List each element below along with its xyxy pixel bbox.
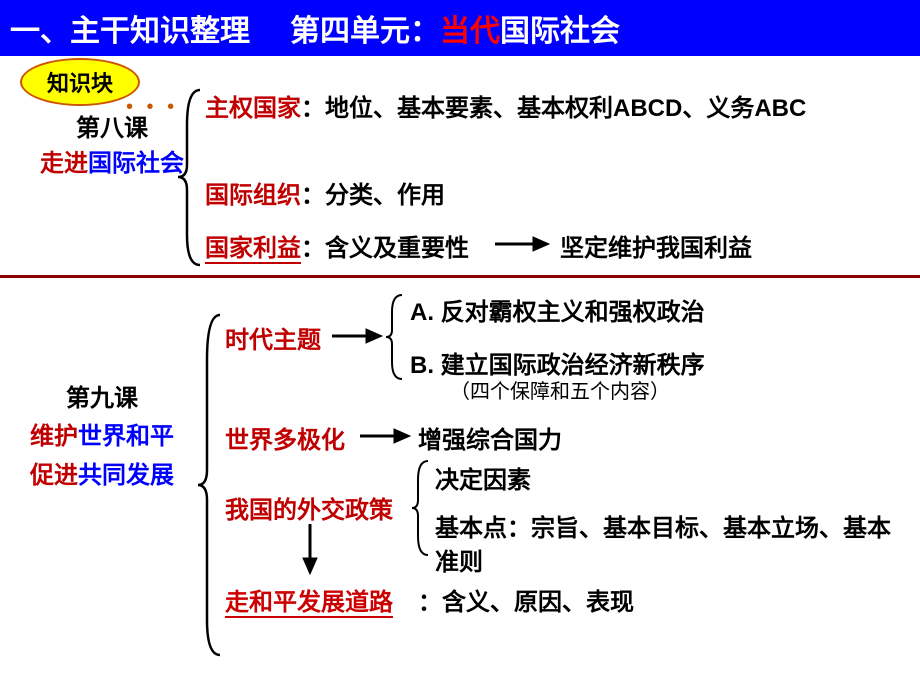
lesson9-line3: 促进共同发展 [30, 457, 174, 495]
lesson9-l3-red: 促进 [30, 462, 78, 489]
lesson9-l2-blue: 世界和平 [78, 423, 174, 450]
s9-topic4-label: 走和平发展道路 [225, 589, 393, 618]
s9-topic3-a: 决定因素 [435, 460, 531, 495]
arrow-s9-t2 [358, 426, 413, 446]
page-header: 一、主干知识整理 第四单元： 当代 国际社会 [0, 0, 920, 56]
lesson9-l3-blue: 共同发展 [78, 462, 174, 489]
badge-text: 知识块 [47, 66, 113, 98]
brace-lesson8 [175, 85, 205, 270]
brace-topic3 [410, 458, 432, 558]
lesson8-blue: 国际社会 [88, 150, 184, 177]
s9-topic1-a: A. 反对霸权主义和强权政治 [410, 292, 705, 327]
lesson8-line2: 走进国际社会 [40, 143, 184, 178]
arrow-s9-t1 [330, 326, 385, 346]
s9-topic1: 时代主题 [225, 320, 321, 355]
header-part1: 一、主干知识整理 [10, 6, 250, 50]
s9-topic1-note: （四个保障和五个内容） [450, 375, 670, 404]
lesson9-line1: 第九课 [30, 380, 174, 418]
s8-item1-text: ：地位、基本要素、基本权利ABCD、义务ABC [301, 95, 806, 122]
s8-item2-label: 国际组织 [205, 182, 301, 209]
section-divider [0, 275, 920, 278]
lesson8-line1: 第八课 [40, 108, 184, 143]
s8-item1: 主权国家：地位、基本要素、基本权利ABCD、义务ABC [205, 88, 905, 123]
brace-topic1 [384, 292, 406, 382]
s8-item3-label: 国家利益 [205, 235, 301, 264]
s8-item2: 国际组织：分类、作用 [205, 175, 445, 210]
arrow-down-s9 [300, 522, 320, 577]
s9-topic2: 世界多极化 [225, 420, 345, 455]
s8-item1-label: 主权国家 [205, 95, 301, 122]
lesson8-red: 走进 [40, 150, 88, 177]
s8-item3: 国家利益：含义及重要性 [205, 228, 469, 263]
lesson9-title: 第九课 维护世界和平 促进共同发展 [30, 380, 174, 495]
lesson9-line2: 维护世界和平 [30, 418, 174, 456]
header-part2-post: 国际社会 [500, 6, 620, 50]
s9-topic4: 走和平发展道路 [225, 582, 393, 617]
s9-topic3-b: 基本点：宗旨、基本目标、基本立场、基本准则 [435, 512, 895, 579]
header-part2-pre: 第四单元： [290, 6, 440, 50]
s9-topic4-text: ：含义、原因、表现 [418, 582, 634, 617]
s9-topic2-text: 增强综合国力 [418, 420, 562, 455]
brace-lesson9 [195, 310, 225, 660]
s8-item3-result: 坚定维护我国利益 [560, 228, 752, 263]
knowledge-badge: 知识块 [20, 58, 140, 106]
s9-topic3: 我国的外交政策 [225, 490, 393, 525]
lesson8-title: 第八课 走进国际社会 [40, 108, 184, 178]
lesson9-l2-red: 维护 [30, 423, 78, 450]
header-highlight: 当代 [440, 6, 500, 50]
s8-item3-text: ：含义及重要性 [301, 235, 469, 262]
arrow-s8 [493, 234, 553, 254]
s8-item2-text: ：分类、作用 [301, 182, 445, 209]
